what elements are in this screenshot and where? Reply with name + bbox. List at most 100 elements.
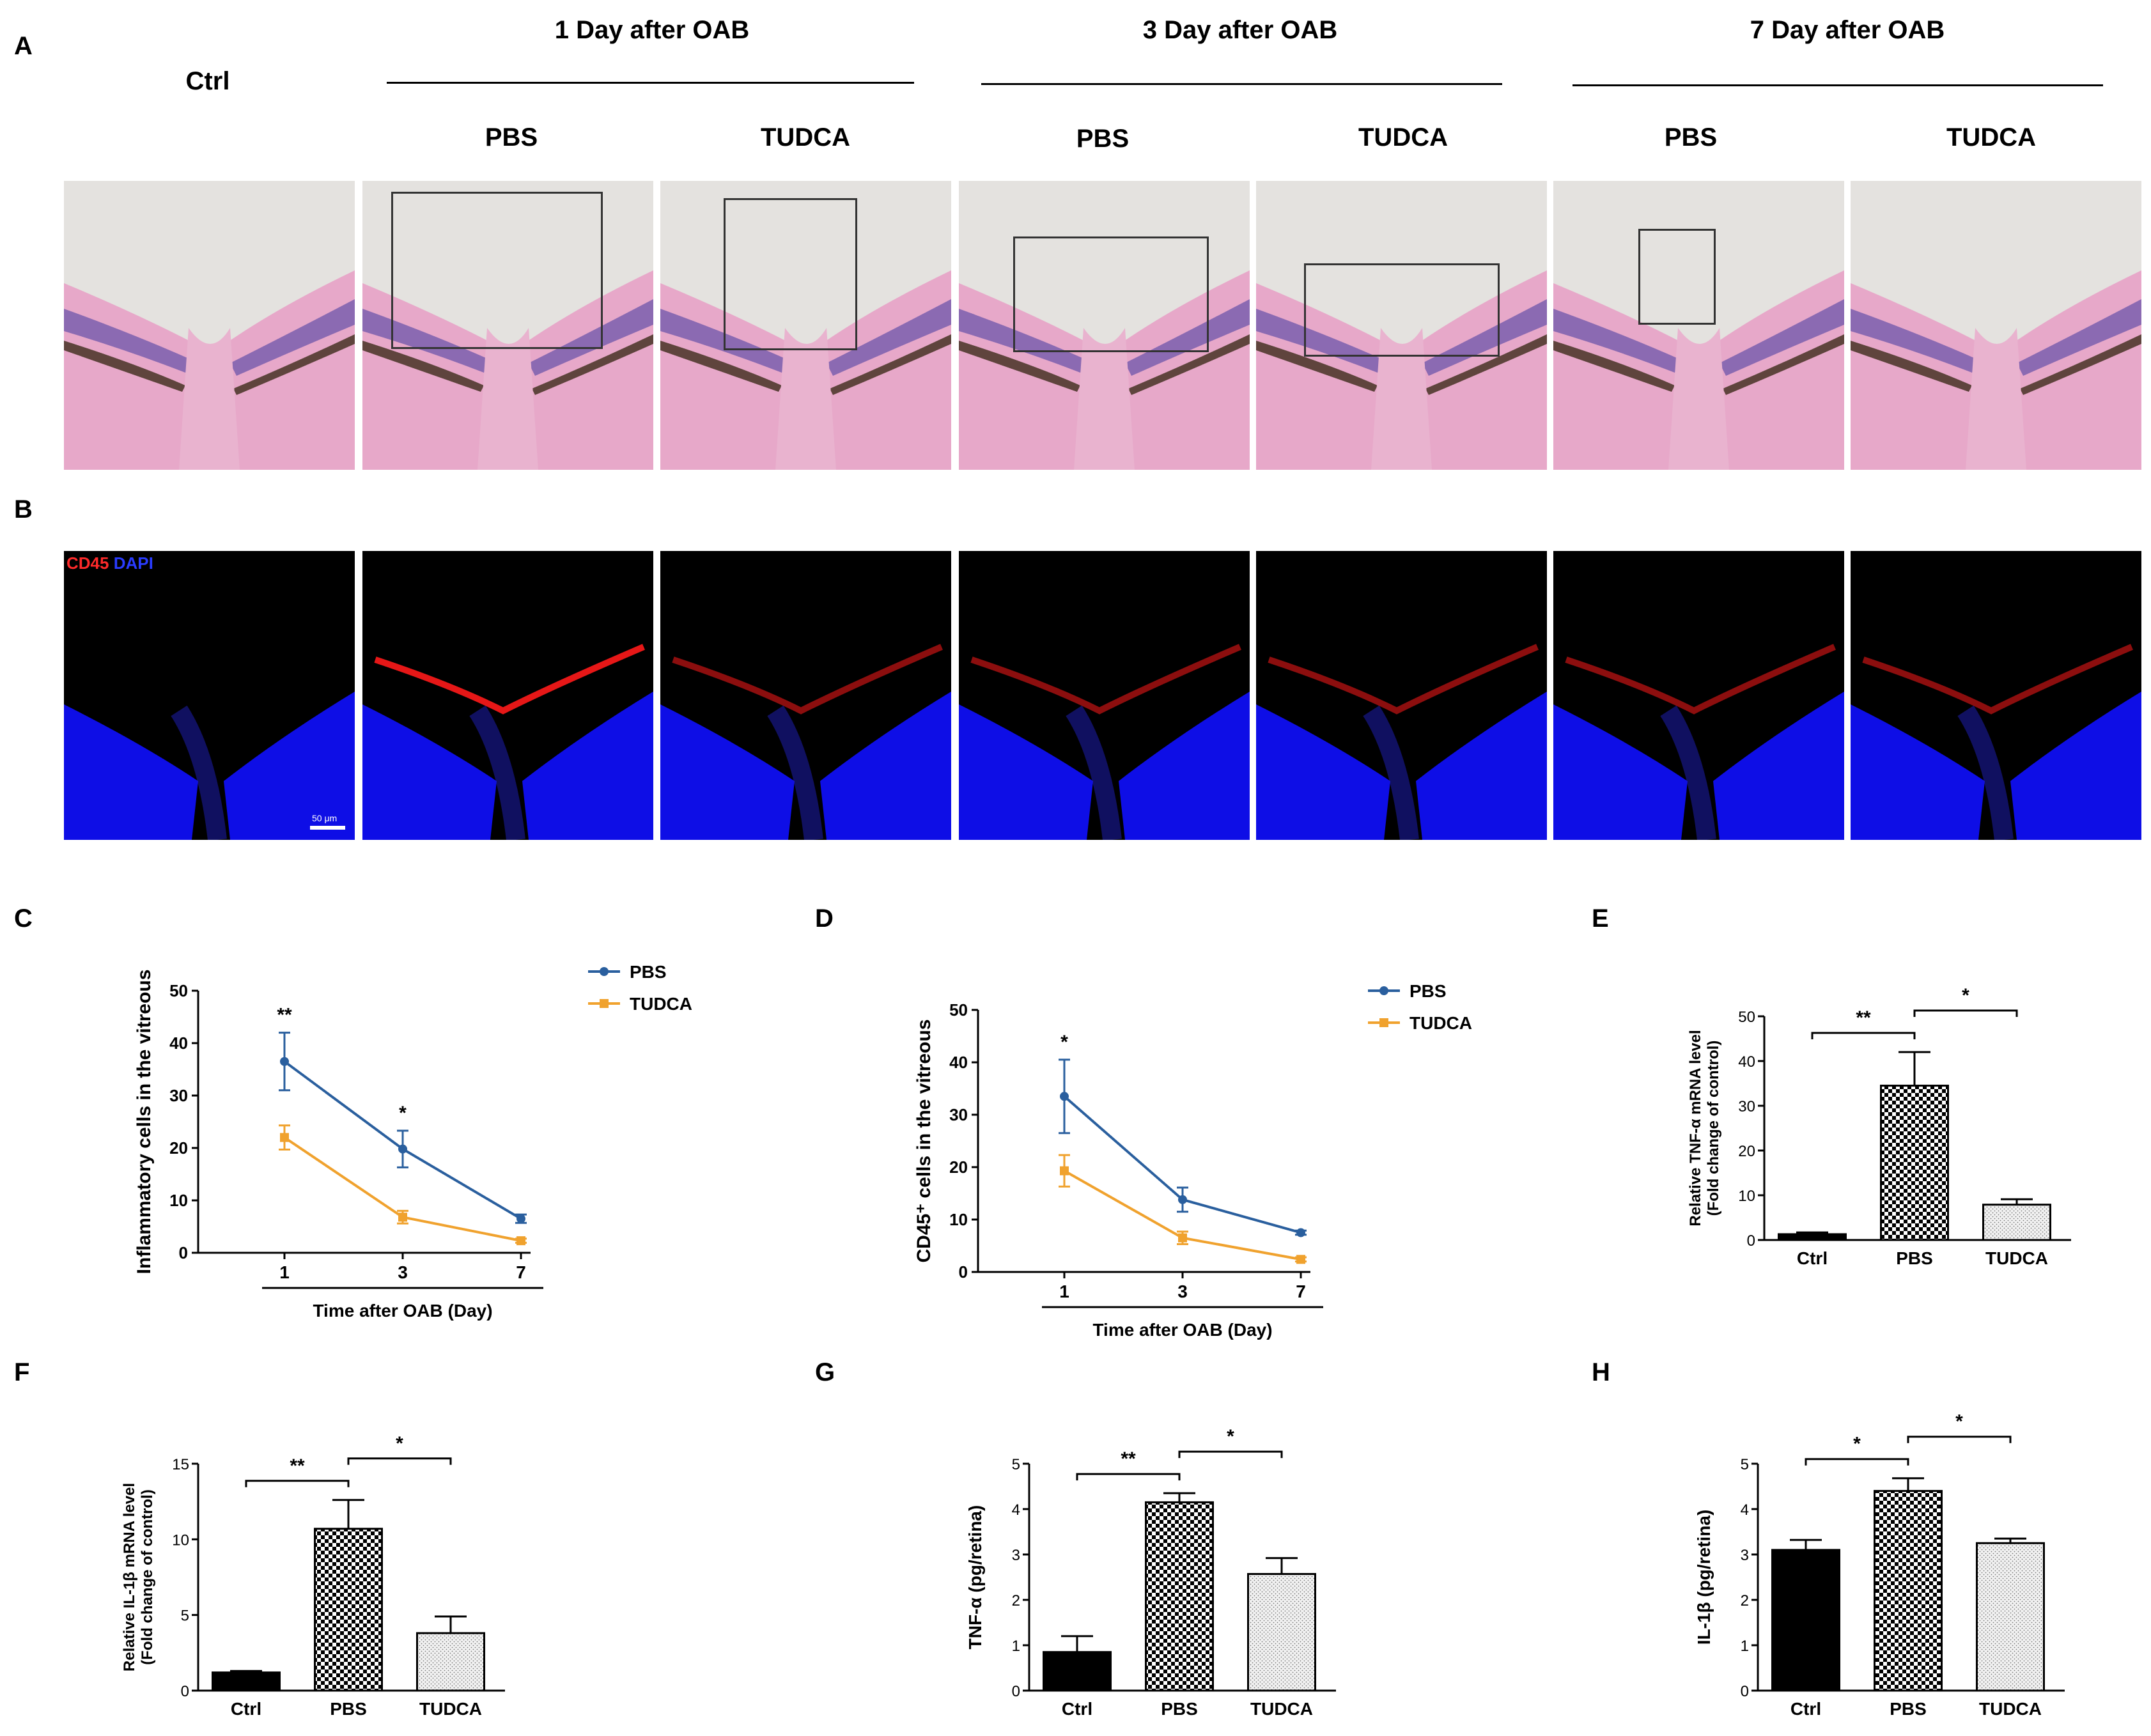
chart-c-series-0-point-1 [398, 1144, 407, 1154]
fluorescence-image-5 [1553, 551, 1844, 840]
chart-g-y-tick-label-0: 0 [1012, 1683, 1020, 1700]
chart-e-y-tick-label-5: 50 [1738, 1009, 1755, 1026]
chart-c: 0 10 20 30 40 50 1 3 7 Time after OAB (Day) Inflam… [115, 946, 692, 1342]
chart-f-bar-2 [416, 1632, 485, 1692]
chart-d-x-tick-label-2: 7 [1296, 1282, 1306, 1301]
sub-label-tudca-7: TUDCA [1946, 123, 2036, 151]
chart-h-x-label-2: TUDCA [1979, 1699, 2042, 1719]
chart-h-bar-0 [1771, 1549, 1840, 1692]
chart-e-bar-1 [1880, 1085, 1949, 1241]
chart-e-y-label-2: (Fold change of control) [1705, 1041, 1722, 1216]
chart-d-series-0-point-2 [1296, 1228, 1305, 1237]
he-image-0 [64, 181, 355, 470]
chart-d-series-1-line [1064, 1170, 1301, 1261]
chart-h-sig-bracket-1 [1907, 1436, 2012, 1443]
chart-e-y-tick-label-4: 40 [1738, 1053, 1755, 1071]
chart-e-bar-2 [1982, 1204, 2051, 1241]
chart-g-x-label-2: TUDCA [1250, 1699, 1313, 1719]
chart-h-sig-label-0: * [1853, 1434, 1861, 1455]
chart-f-sig-label-1: * [396, 1433, 403, 1454]
chart-d-legend-label-1: TUDCA [1409, 1013, 1472, 1033]
chart-d-x-tick-label-0: 1 [1059, 1282, 1069, 1301]
chart-h-svg: 0 1 2 3 4 5 Ctrl PBS TUDCA * * IL-1β (pg/retina) [1694, 1411, 2065, 1719]
fluorescence-image-1 [362, 551, 653, 840]
chart-d-legend-label-0: PBS [1409, 981, 1447, 1001]
chart-h-y-tick-label-4: 4 [1741, 1501, 1749, 1519]
chart-e-x-label-0: Ctrl [1797, 1248, 1828, 1268]
chart-c-y-label: Inflammatory cells in the vitreous [134, 970, 155, 1275]
chart-h-sig-label-1: * [1955, 1411, 1963, 1432]
chart-d-y-tick-label-0: 0 [959, 1262, 968, 1282]
group-header-day3: 3 Day after OAB [1142, 16, 1338, 44]
chart-g-sig-label-1: * [1227, 1426, 1234, 1447]
chart-e-y-label-1: Relative TNF-α mRNA level [1687, 1030, 1704, 1226]
sub-label-tudca-3: TUDCA [1358, 123, 1448, 151]
chart-c-y-tick-label-2: 20 [169, 1138, 188, 1158]
chart-c-series-1-point-1 [398, 1213, 407, 1222]
roi-box-4 [1304, 263, 1500, 357]
chart-f-y-tick-label-0: 0 [181, 1683, 189, 1700]
panel-letter-b: B [14, 495, 33, 523]
group-header-day1: 1 Day after OAB [554, 16, 750, 44]
he-image-1 [362, 181, 653, 470]
sub-label-pbs-1: PBS [485, 123, 538, 151]
chart-d-series-0-point-0 [1060, 1092, 1069, 1101]
fluorescence-image-4 [1256, 551, 1547, 840]
chart-f-x-label-0: Ctrl [231, 1699, 261, 1719]
chart-g-x-label-1: PBS [1161, 1699, 1198, 1719]
chart-c-x-tick-label-0: 1 [279, 1262, 290, 1282]
chart-e-sig-label-0: ** [1856, 1007, 1871, 1028]
chart-e-x-label-1: PBS [1896, 1248, 1933, 1268]
chart-d-svg: 0 10 20 30 40 50 1 3 7 Time after OAB (Day) CD45⁺ … [913, 981, 1472, 1340]
chart-c-series-0-point-0 [280, 1057, 289, 1066]
chart-c-series-0-point-2 [516, 1214, 525, 1223]
chart-g-x-label-0: Ctrl [1062, 1699, 1092, 1719]
chart-e-y-tick-label-1: 10 [1738, 1188, 1755, 1205]
chart-c-x-tick-label-1: 3 [398, 1262, 408, 1282]
chart-c-series-1-point-0 [280, 1133, 289, 1142]
dapi-label-blue: DAPI [113, 554, 153, 573]
chart-c-legend-marker-1 [600, 999, 609, 1008]
chart-g-sig-bracket-1 [1178, 1450, 1283, 1459]
he-image-3 [959, 181, 1250, 470]
chart-e-sig-label-1: * [1962, 985, 1969, 1006]
roi-box-1 [391, 192, 603, 349]
chart-f-y-tick-label-3: 15 [172, 1456, 189, 1473]
chart-d-series-1-point-1 [1178, 1233, 1187, 1243]
panel-letter-d: D [815, 904, 834, 933]
chart-g-y-label-1: TNF-α (pg/retina) [965, 1505, 985, 1650]
chart-d-y-label: CD45⁺ cells in the vitreous [913, 1019, 935, 1263]
scale-bar [310, 826, 345, 830]
roi-box-3 [1013, 236, 1209, 352]
chart-d-series-1-point-2 [1296, 1255, 1305, 1264]
chart-f-y-tick-label-2: 10 [172, 1531, 189, 1549]
chart-c-y-tick-label-3: 30 [169, 1086, 188, 1105]
chart-c-x-tick-label-2: 7 [516, 1262, 526, 1282]
cd45-label: CD45 DAPI [66, 554, 153, 573]
chart-d-series-0-point-1 [1178, 1195, 1187, 1204]
chart-c-y-tick-label-4: 40 [169, 1034, 188, 1053]
chart-e-sig-bracket-1 [1913, 1009, 2018, 1017]
chart-c-sig-0: ** [277, 1005, 292, 1026]
chart-h-sig-bracket-0 [1805, 1458, 1909, 1466]
fluorescence-image-0 [64, 551, 355, 840]
chart-h-y-tick-label-1: 1 [1741, 1638, 1749, 1655]
chart-g-y-tick-label-5: 5 [1012, 1456, 1020, 1473]
chart-e: 0 10 20 30 40 50 Ctrl PBS TUDCA ** * Relative TNF-α… [1662, 940, 2135, 1291]
chart-f-sig-bracket-0 [245, 1480, 350, 1487]
chart-g-bar-1 [1145, 1501, 1214, 1692]
chart-c-sig-1: * [399, 1103, 407, 1124]
chart-c-y-tick-label-5: 50 [169, 981, 188, 1000]
sub-label-pbs-7: PBS [1664, 123, 1718, 151]
chart-g-sig-bracket-0 [1076, 1473, 1181, 1481]
scale-bar-label: 50 μm [312, 813, 338, 823]
chart-g-bar-0 [1043, 1651, 1112, 1692]
chart-c-svg: 0 10 20 30 40 50 1 3 7 Time after OAB (Day) Inflam… [134, 962, 692, 1321]
chart-h-y-tick-label-5: 5 [1741, 1456, 1749, 1473]
chart-h-y-tick-label-3: 3 [1741, 1547, 1749, 1564]
chart-d-y-tick-label-2: 20 [949, 1158, 968, 1177]
panel-letter-c: C [14, 904, 33, 933]
group-header-day7: 7 Day after OAB [1750, 16, 1945, 44]
chart-f-x-label-1: PBS [330, 1699, 367, 1719]
